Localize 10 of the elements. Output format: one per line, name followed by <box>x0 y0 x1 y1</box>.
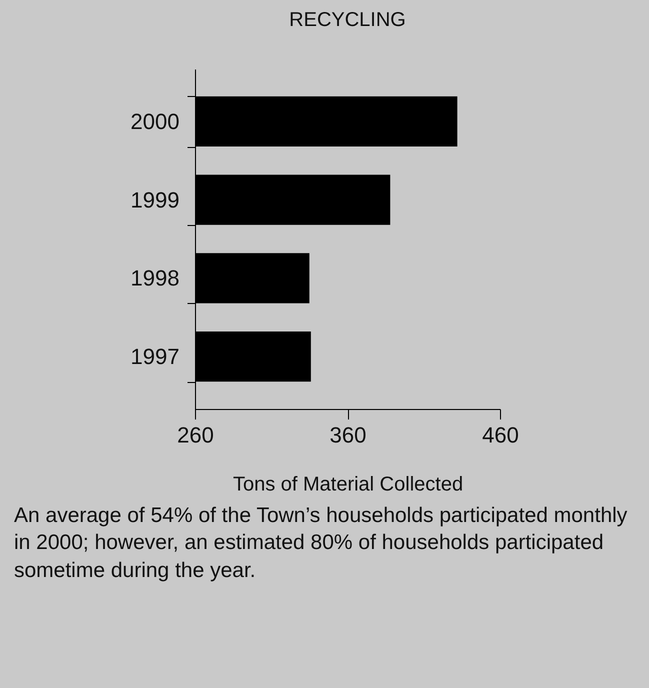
y-tick-label: 2000 <box>130 108 180 134</box>
y-tick-label: 1998 <box>130 266 180 291</box>
x-tick-label: 460 <box>482 422 519 448</box>
chart-title: RECYCLING <box>289 9 406 31</box>
y-tick-label: 1999 <box>130 187 180 212</box>
y-tick-label: 1997 <box>130 344 180 370</box>
x-axis-title: Tons of Material Collected <box>232 474 464 496</box>
text: An average of 54% of the Town’s households participated monthly in 2000; however, an estimated 80% of households participated sometime during the year. <box>14 503 628 584</box>
x-tick-label: 260 <box>177 422 214 448</box>
x-tick-label: 360 <box>330 422 366 448</box>
